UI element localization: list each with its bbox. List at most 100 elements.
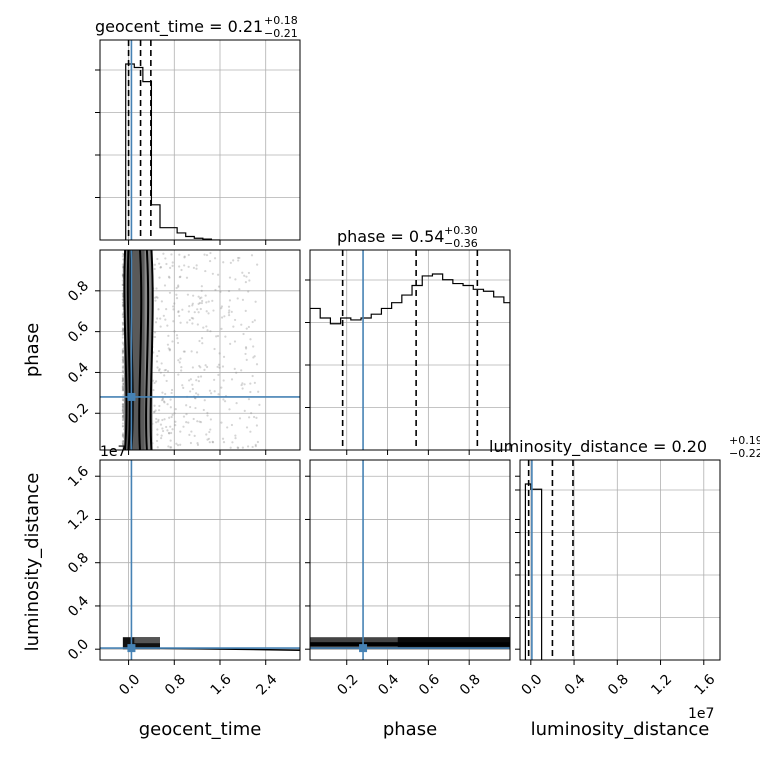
- scatter-point: [157, 420, 160, 423]
- title-geocent-time-plus: +0.18: [264, 14, 298, 27]
- scatter-point: [222, 379, 225, 382]
- scatter-point: [179, 357, 182, 360]
- scatter-point: [210, 392, 213, 395]
- scatter-point: [121, 327, 125, 330]
- scatter-point: [209, 418, 212, 421]
- scatter-point: [171, 413, 174, 417]
- scatter-point: [211, 441, 215, 444]
- scatter-point: [165, 308, 168, 311]
- tick-label-y-luminosity_distance: 0.8: [65, 550, 92, 577]
- scatter-point: [153, 263, 157, 266]
- scatter-point: [161, 391, 164, 394]
- scatter-point: [158, 404, 161, 408]
- scatter-point: [153, 381, 156, 385]
- scatter-point: [173, 302, 176, 305]
- scatter-point: [199, 366, 202, 369]
- scatter-point: [220, 305, 224, 308]
- scatter-point: [121, 274, 125, 277]
- scatter-point: [215, 335, 218, 338]
- scatter-point: [156, 354, 159, 358]
- scatter-point: [192, 317, 195, 320]
- scatter-point: [183, 264, 186, 267]
- scatter-point: [183, 256, 186, 259]
- tick-label-y-phase: 0.6: [65, 319, 92, 346]
- scatter-point: [252, 356, 255, 359]
- scatter-point: [121, 328, 125, 331]
- tick-label-x-geocent_time: 1.6: [208, 671, 235, 698]
- scatter-point: [249, 338, 252, 341]
- scatter-point: [192, 294, 195, 297]
- scatter-point: [221, 437, 225, 440]
- scatter-point: [186, 293, 190, 296]
- scatter-point: [227, 311, 231, 314]
- scatter-point: [178, 265, 181, 268]
- scatter-point: [121, 434, 125, 437]
- scatter-point: [167, 275, 171, 278]
- scatter-point: [172, 305, 175, 308]
- scatter-point: [195, 267, 198, 270]
- scatter-point: [169, 266, 172, 270]
- scatter-point: [201, 342, 204, 345]
- scatter-point: [241, 382, 244, 385]
- scatter-point: [245, 327, 248, 330]
- grid: [310, 250, 510, 450]
- scatter-point: [121, 352, 124, 355]
- scatter-point: [153, 410, 156, 413]
- scatter-point: [249, 430, 252, 433]
- scatter-point: [243, 383, 246, 386]
- scatter-point: [250, 412, 253, 415]
- scatter-point: [207, 437, 211, 440]
- scatter-point: [228, 276, 232, 279]
- scatter-point: [236, 256, 240, 260]
- scatter-point: [121, 366, 125, 369]
- scatter-point: [227, 289, 231, 293]
- scatter-point: [241, 387, 244, 390]
- scatter-point: [254, 443, 257, 446]
- xlabel-phase: phase: [383, 719, 437, 740]
- density-block: [134, 637, 160, 644]
- scatter-point: [257, 390, 260, 393]
- scatter-point: [152, 388, 155, 392]
- tick-label-x-luminosity_distance: 0.8: [605, 671, 632, 698]
- scatter-point: [216, 365, 219, 368]
- scatter-point: [222, 261, 225, 264]
- scatter-point: [159, 266, 163, 269]
- scatter-point: [173, 330, 176, 333]
- scatter-point: [163, 374, 166, 377]
- scatter-point: [216, 273, 220, 276]
- scatter-point: [177, 310, 180, 313]
- scatter-point: [177, 359, 180, 362]
- scatter-point: [224, 335, 227, 338]
- scatter-point: [166, 370, 170, 373]
- scatter-point: [168, 291, 172, 294]
- scatter-point: [255, 424, 259, 427]
- scatter-point: [238, 256, 241, 260]
- scatter-point: [168, 349, 171, 352]
- scatter-point: [121, 298, 124, 301]
- ylabel-phase: phase: [22, 323, 43, 377]
- scatter-point: [121, 389, 125, 392]
- scatter-point: [217, 285, 221, 288]
- panel-geocent_time-vs-geocent_time: [95, 39, 301, 241]
- scatter-point: [121, 284, 124, 287]
- scatter-point: [208, 441, 211, 444]
- scatter-point: [161, 418, 164, 422]
- scatter-point: [121, 333, 124, 336]
- scatter-point: [213, 378, 216, 381]
- scatter-point: [218, 366, 221, 369]
- scatter-point: [187, 421, 190, 424]
- grid: [520, 460, 720, 660]
- scatter-point: [121, 398, 124, 401]
- scatter-point: [217, 393, 220, 396]
- scatter-point: [245, 275, 248, 278]
- scatter-point: [121, 442, 125, 445]
- scatter-point: [171, 261, 174, 264]
- scatter-point: [121, 415, 125, 418]
- scatter-point: [235, 371, 238, 374]
- panel-frame: [519, 459, 721, 661]
- scatter-point: [197, 302, 200, 305]
- scatter-point: [121, 385, 124, 388]
- contour-line: [126, 250, 150, 450]
- scatter-point: [199, 307, 202, 311]
- scatter-point: [121, 349, 124, 352]
